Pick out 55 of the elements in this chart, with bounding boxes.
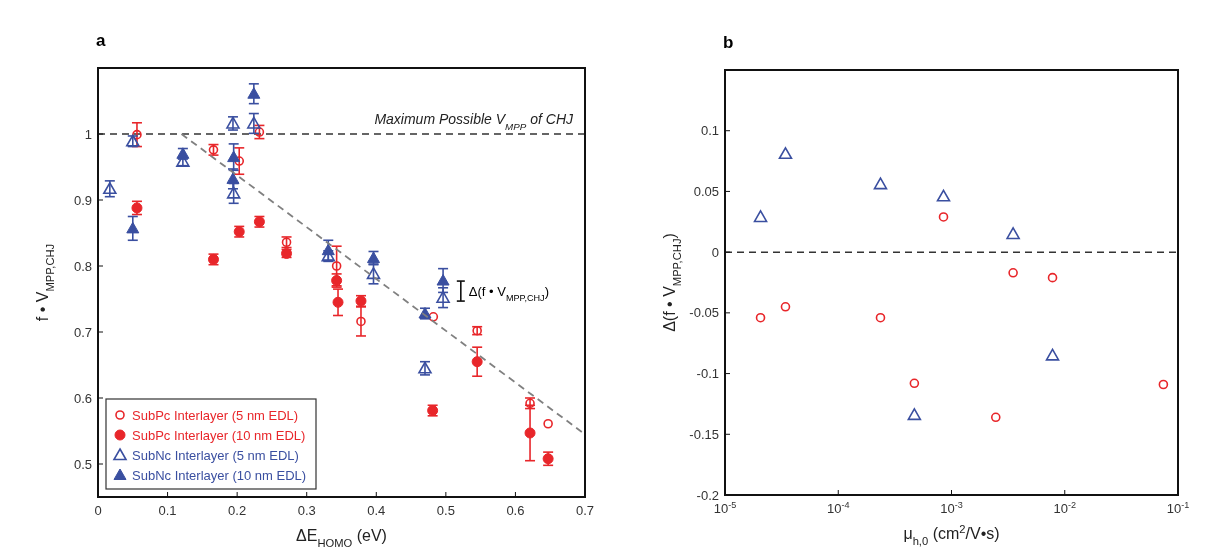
annotation: Δ(f • V$_{MPP,CHJ}$) — [468, 284, 549, 304]
point — [234, 156, 245, 166]
x-tick-label: 0.5 — [436, 503, 455, 518]
legend-label: SubNc Interlayer (10 nm EDL) — [132, 468, 307, 483]
point — [524, 427, 536, 439]
y-tick-label: 0 — [711, 244, 719, 260]
ref-line-label: Maximum Possible V$_{MPP}$ of CHJ — [374, 111, 574, 132]
x-tick-label: 10$^{-1}$ — [1166, 500, 1190, 516]
point — [471, 356, 483, 368]
point — [332, 296, 344, 308]
x-tick-label: 0.2 — [228, 503, 247, 518]
y-tick-label: -0.2 — [696, 487, 719, 503]
point — [366, 267, 381, 280]
point — [543, 418, 553, 429]
point — [126, 221, 140, 234]
point — [356, 316, 366, 327]
point — [226, 172, 240, 184]
y-tick-label: 0.1 — [700, 123, 719, 139]
point — [436, 274, 450, 286]
y-tick-label: 0.5 — [73, 456, 92, 472]
y-tick-label: 0.6 — [73, 390, 92, 406]
x-axis-title: ΔE$_{HOMO}$ (eV) — [296, 527, 387, 549]
x-tick-label: 0.3 — [297, 503, 316, 518]
legend-label: SubPc Interlayer (5 nm EDL) — [132, 408, 299, 423]
x-tick-label: 0 — [94, 503, 102, 518]
y-tick-label: 0.05 — [693, 183, 719, 199]
x-tick-label: 0.7 — [575, 503, 595, 518]
y-tick-label: 0.7 — [73, 324, 92, 340]
point — [247, 116, 261, 129]
x-tick-label: 0.4 — [367, 503, 386, 518]
y-tick-label: -0.05 — [689, 305, 719, 321]
x-tick-label: 10$^{-5}$ — [713, 500, 737, 516]
y-tick-label: 0.9 — [73, 192, 92, 208]
y-tick-label: 0.8 — [73, 258, 92, 274]
x-tick-label: 10$^{-2}$ — [1053, 500, 1077, 516]
point — [132, 129, 142, 140]
y-tick-label: -0.15 — [689, 426, 719, 442]
point — [321, 243, 335, 256]
chart-title: a — [96, 31, 106, 50]
point — [226, 186, 241, 199]
x-tick-label: 0.6 — [506, 503, 525, 518]
legend-label: SubNc Interlayer (5 nm EDL) — [132, 448, 299, 463]
point — [331, 261, 342, 271]
point — [247, 87, 261, 99]
x-tick-label: 0.1 — [158, 503, 177, 518]
point — [428, 312, 439, 322]
chart-title: b — [723, 33, 734, 52]
point — [227, 150, 241, 163]
legend-label: SubPc Interlayer (10 nm EDL) — [132, 428, 306, 443]
x-tick-label: 10$^{-4}$ — [826, 500, 850, 516]
y-tick-label: -0.1 — [696, 366, 719, 382]
point — [436, 290, 450, 303]
x-tick-label: 10$^{-3}$ — [940, 500, 963, 516]
x-axis-title: μ$_{h,0}$ (cm$^{2}$/V•s) — [903, 523, 1000, 547]
y-tick-label: 1 — [84, 126, 92, 142]
